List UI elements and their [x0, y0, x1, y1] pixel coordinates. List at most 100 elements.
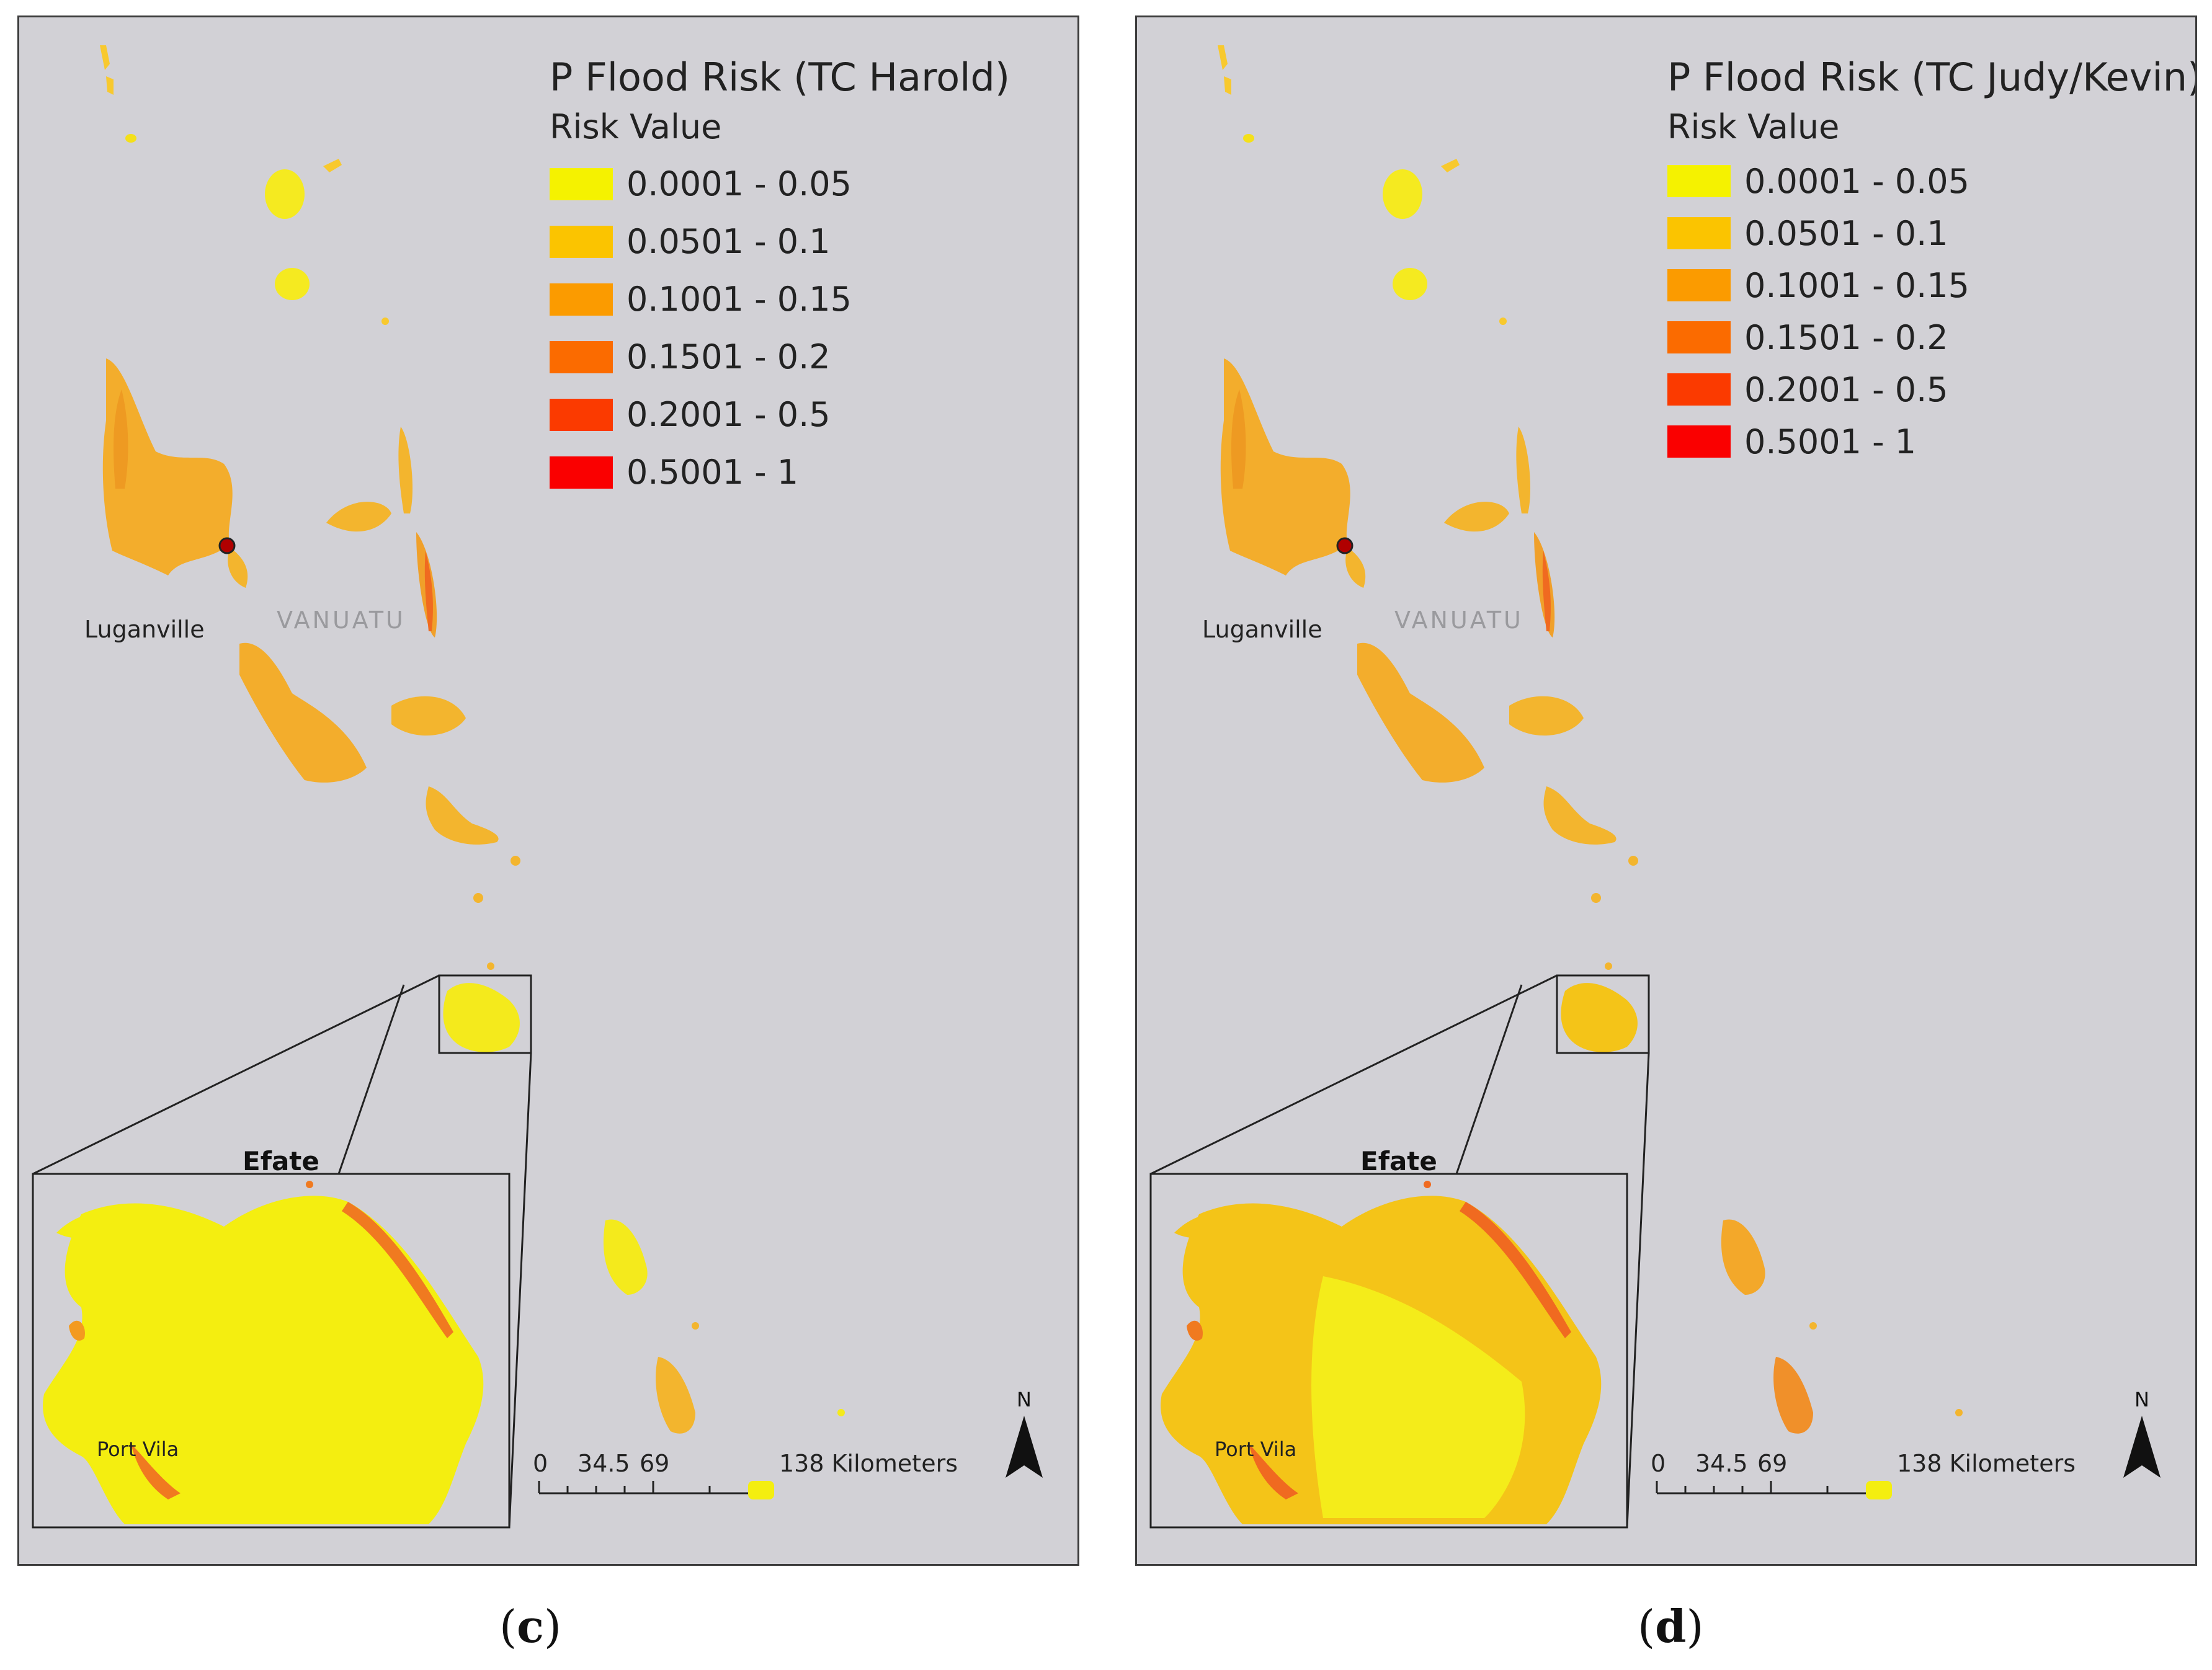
- scale-label-138: 138 Kilometers: [1897, 1450, 2076, 1477]
- island-ambrym: [391, 696, 466, 736]
- scale-bar: [1656, 1481, 1886, 1495]
- legend-label: 0.5001 - 1: [627, 453, 799, 492]
- inset-title: Efate: [243, 1146, 319, 1176]
- scale-label-0: 0: [1651, 1450, 1666, 1477]
- caption-paren: (: [499, 1601, 517, 1653]
- legend-swatch: [550, 225, 613, 258]
- north-arrow-icon: [1006, 1416, 1043, 1478]
- legend-swatch: [550, 398, 613, 431]
- inset-title: Efate: [1360, 1146, 1437, 1176]
- legend-item: 0.0001 - 0.05: [550, 155, 1010, 213]
- scale-label-69: 69: [1757, 1450, 1788, 1477]
- city-label-port-vila: Port Vila: [97, 1437, 179, 1461]
- legend-item: 0.2001 - 0.5: [1667, 363, 2195, 415]
- island-islet: [125, 134, 136, 143]
- legend-swatch: [1667, 425, 1731, 458]
- legend: P Flood Risk (TC Harold) Risk Value 0.00…: [550, 55, 1010, 501]
- island-ambrym: [1509, 696, 1584, 736]
- legend-label: 0.1501 - 0.2: [1744, 318, 1948, 357]
- legend-label: 0.1001 - 0.15: [627, 280, 852, 319]
- scale-label-138: 138 Kilometers: [779, 1450, 958, 1477]
- legend-item: 0.0001 - 0.05: [1667, 155, 2195, 207]
- scale-bar: [538, 1481, 768, 1495]
- legend-swatch: [550, 456, 613, 489]
- map-panel-c: P Flood Risk (TC Harold) Risk Value 0.00…: [17, 16, 1079, 1566]
- island-ambae: [326, 502, 391, 532]
- north-arrow-icon: [2123, 1416, 2161, 1478]
- north-label: N: [1017, 1388, 1032, 1411]
- island-maewo: [398, 427, 413, 513]
- legend-item: 0.5001 - 1: [1667, 415, 2195, 468]
- legend-item: 0.2001 - 0.5: [550, 386, 1010, 443]
- island-espiritu-santo: [102, 358, 233, 575]
- caption-letter: c: [517, 1600, 544, 1653]
- caption-d: (d): [1638, 1600, 1704, 1653]
- legend-label: 0.0001 - 0.05: [627, 164, 852, 203]
- legend-swatch: [550, 167, 613, 200]
- legend-label: 0.2001 - 0.5: [627, 395, 831, 434]
- island-ambae: [1444, 502, 1509, 532]
- legend-label: 0.2001 - 0.5: [1744, 370, 1948, 409]
- legend-swatch: [1667, 165, 1731, 197]
- city-label-luganville: Luganville: [84, 616, 205, 643]
- legend-label: 0.1501 - 0.2: [627, 337, 831, 376]
- island-tanna: [656, 1357, 695, 1434]
- city-label-luganville: Luganville: [1202, 616, 1322, 643]
- legend-item: 0.5001 - 1: [550, 443, 1010, 501]
- legend-swatch: [1667, 269, 1731, 301]
- legend-title: P Flood Risk (TC Harold): [550, 55, 1010, 100]
- scale-label-69: 69: [640, 1450, 670, 1477]
- legend-subtitle: Risk Value: [1667, 107, 1840, 146]
- scale-label-34-5: 34.5: [1695, 1450, 1748, 1477]
- island-efate: [1561, 983, 1638, 1052]
- island-erromango: [1721, 1219, 1765, 1295]
- legend-label: 0.0001 - 0.05: [1744, 161, 1969, 201]
- country-label: VANUATU: [1394, 606, 1523, 634]
- legend-swatch: [550, 283, 613, 316]
- caption-paren: (: [1638, 1601, 1656, 1653]
- island-malekula: [239, 642, 367, 783]
- island-north-small: [100, 45, 110, 70]
- caption-c: (c): [499, 1600, 561, 1653]
- legend-subtitle: Risk Value: [550, 107, 722, 146]
- scale-label-0: 0: [533, 1450, 548, 1477]
- legend: P Flood Risk (TC Judy/Kevin) Risk Value …: [1667, 55, 2197, 468]
- scale-label-34-5: 34.5: [578, 1450, 630, 1477]
- island-epi: [426, 786, 499, 845]
- legend-swatch: [1667, 321, 1731, 353]
- island-tanna: [1773, 1357, 1813, 1434]
- legend-label: 0.0501 - 0.1: [627, 222, 831, 261]
- city-marker: [1336, 537, 1354, 554]
- legend-label: 0.1001 - 0.15: [1744, 265, 1969, 305]
- legend-item: 0.0501 - 0.1: [550, 213, 1010, 270]
- island-epi: [1543, 786, 1617, 845]
- island-maewo: [1516, 427, 1531, 513]
- island-group: [100, 45, 389, 325]
- caption-letter: d: [1655, 1600, 1687, 1653]
- island-efate: [443, 983, 520, 1052]
- legend-label: 0.5001 - 1: [1744, 422, 1917, 461]
- caption-paren: ): [543, 1601, 562, 1653]
- island-erromango: [603, 1219, 648, 1295]
- legend-item: 0.1501 - 0.2: [550, 328, 1010, 386]
- inset-efate-island: [43, 1196, 484, 1524]
- legend-swatch: [1667, 217, 1731, 249]
- legend-swatch: [550, 340, 613, 373]
- legend-item: 0.1001 - 0.15: [1667, 259, 2195, 311]
- legend-swatch: [1667, 373, 1731, 406]
- inset-source-box: [438, 974, 532, 1054]
- legend-item: 0.0501 - 0.1: [1667, 207, 2195, 259]
- island-group: [1218, 45, 1507, 325]
- city-label-port-vila: Port Vila: [1215, 1437, 1297, 1461]
- map-panel-d: P Flood Risk (TC Judy/Kevin) Risk Value …: [1135, 16, 2197, 1566]
- legend-label: 0.0501 - 0.1: [1744, 213, 1948, 253]
- north-label: N: [2134, 1388, 2149, 1411]
- caption-paren: ): [1686, 1601, 1704, 1653]
- legend-item: 0.1501 - 0.2: [1667, 311, 2195, 363]
- island-espiritu-santo: [1220, 358, 1350, 575]
- inset-source-box: [1556, 974, 1650, 1054]
- country-label: VANUATU: [277, 606, 406, 634]
- legend-title: P Flood Risk (TC Judy/Kevin): [1667, 55, 2197, 100]
- legend-item: 0.1001 - 0.15: [550, 270, 1010, 328]
- island-malekula: [1357, 642, 1484, 783]
